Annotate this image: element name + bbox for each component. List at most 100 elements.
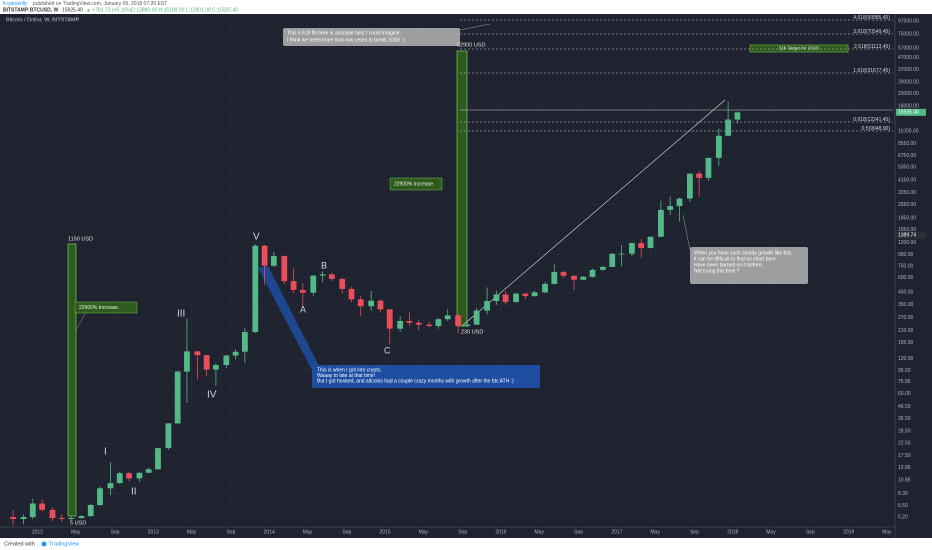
- candle-body: [600, 266, 606, 270]
- y-tick-label: 97500.00: [898, 18, 919, 24]
- candle-body: [58, 517, 65, 519]
- wave-label: C: [384, 345, 391, 355]
- candle-body: [203, 355, 210, 370]
- leader: [682, 214, 691, 251]
- label: 5 USD: [70, 520, 86, 526]
- fib-label: 0.618(12241.45): [853, 117, 890, 123]
- wave-label: V: [253, 232, 260, 243]
- y-tick-label: 950.00: [898, 252, 914, 258]
- y-tick-label: 10.85: [898, 477, 911, 483]
- x-tick-label: May: [71, 529, 81, 535]
- note-box: [74, 301, 138, 314]
- candle-body: [299, 289, 306, 293]
- y-tick-label: 11000.00: [898, 128, 919, 134]
- fib-label: 1.618(31677.45): [853, 68, 890, 74]
- x-tick-label: May: [419, 529, 429, 535]
- y-tick-label: 60.00: [898, 391, 911, 397]
- candle-body: [49, 509, 56, 518]
- y-tick-label: 210.00: [898, 328, 914, 334]
- published: published on TradingView.com, January 05…: [33, 1, 167, 7]
- y-tick-label: 22.50: [898, 440, 911, 446]
- y-tick-label: 17.50: [898, 453, 911, 459]
- x-tick-label: Sep: [111, 529, 120, 535]
- candle-body: [368, 300, 375, 307]
- last-price: 15925.40: [62, 7, 83, 13]
- range-box: [67, 243, 77, 517]
- leader: [459, 23, 491, 31]
- leader: [75, 311, 87, 331]
- candle-body: [339, 278, 346, 289]
- y-tick-label: 46.50: [898, 404, 911, 410]
- wave-label: I: [104, 447, 107, 458]
- arrow-band: [258, 266, 320, 370]
- logo: [41, 541, 47, 547]
- candle-body: [261, 245, 268, 266]
- candle-body: [20, 517, 27, 519]
- candle-body: [542, 283, 548, 293]
- y-tick-label: 2550.00: [898, 202, 916, 208]
- candle-body: [10, 517, 17, 519]
- wave-label: IV: [207, 390, 217, 401]
- price-tag-label: 1389.74: [898, 233, 916, 239]
- candle-body: [68, 517, 74, 519]
- fib-label: 0.5(9948.00): [862, 126, 891, 132]
- candle-body: [715, 135, 722, 158]
- candle-body: [725, 119, 732, 136]
- candle-body: [513, 293, 519, 303]
- candle-body: [571, 275, 577, 280]
- note-line: This is when I got into crypto.: [317, 367, 382, 373]
- candle-body: [78, 516, 85, 518]
- wave-label: A: [300, 304, 306, 314]
- candle-body: [232, 351, 239, 356]
- candle-body: [658, 209, 664, 237]
- y-tick-label: 47000.00: [898, 55, 919, 61]
- candle-body: [290, 281, 297, 290]
- y-tick-label: 450.00: [898, 289, 914, 295]
- y-tick-label: 6.50: [898, 503, 908, 509]
- candle-body: [493, 294, 500, 302]
- note-box: [312, 365, 540, 388]
- candle-body: [136, 472, 143, 479]
- y-tick-label: 95.00: [898, 368, 911, 374]
- candle-body: [397, 320, 404, 329]
- y-tick-label: 57000.00: [898, 45, 919, 51]
- candle-body: [184, 351, 190, 372]
- candle-body: [377, 300, 384, 310]
- x-tick-label: 2013: [148, 529, 159, 535]
- fib-label: 4.618(99985.45): [853, 15, 890, 21]
- label: 22900% Increase.: [394, 181, 434, 187]
- candle-body: [473, 310, 480, 325]
- candle-body: [348, 288, 355, 300]
- ohlc: O:13880.00 H:16189.00 L:12801.38 C:15925…: [131, 7, 238, 13]
- candle-body: [116, 473, 123, 484]
- candle-body: [87, 504, 94, 517]
- candle-body: [281, 256, 288, 282]
- candle-body: [39, 503, 45, 510]
- y-tick-label: 270.00: [898, 315, 914, 321]
- candle-body: [29, 503, 36, 518]
- y-tick-label: 18000.00: [898, 103, 919, 109]
- candle-body: [406, 320, 413, 323]
- y-tick-label: 350.00: [898, 302, 914, 308]
- y-tick-label: 3250.00: [898, 190, 916, 196]
- candle-body: [174, 371, 181, 424]
- label: 1150 USD: [68, 236, 93, 242]
- y-tick-label: 165.00: [898, 340, 914, 346]
- footer-brand[interactable]: TradingView: [49, 541, 79, 547]
- y-tick-label: 1950.00: [898, 216, 916, 222]
- x-tick-label: May: [535, 529, 545, 535]
- fib-label: 2.618(51113.45): [854, 44, 890, 50]
- candle-body: [155, 448, 161, 470]
- author[interactable]: Kryptokrilly: [3, 1, 28, 7]
- x-tick-label: Sep: [458, 529, 467, 535]
- target-box: [749, 44, 849, 53]
- y-tick-label: 75000.00: [898, 32, 919, 38]
- y-tick-label: 1550.00: [898, 227, 916, 233]
- wave-label: III: [177, 309, 185, 320]
- y-tick-label: 8.30: [898, 491, 908, 497]
- candle-body: [165, 423, 172, 449]
- x-tick-label: Sep: [806, 529, 815, 535]
- candle-body: [705, 157, 712, 178]
- note-line: This 4.618 fib here is absolute best I c…: [287, 30, 401, 36]
